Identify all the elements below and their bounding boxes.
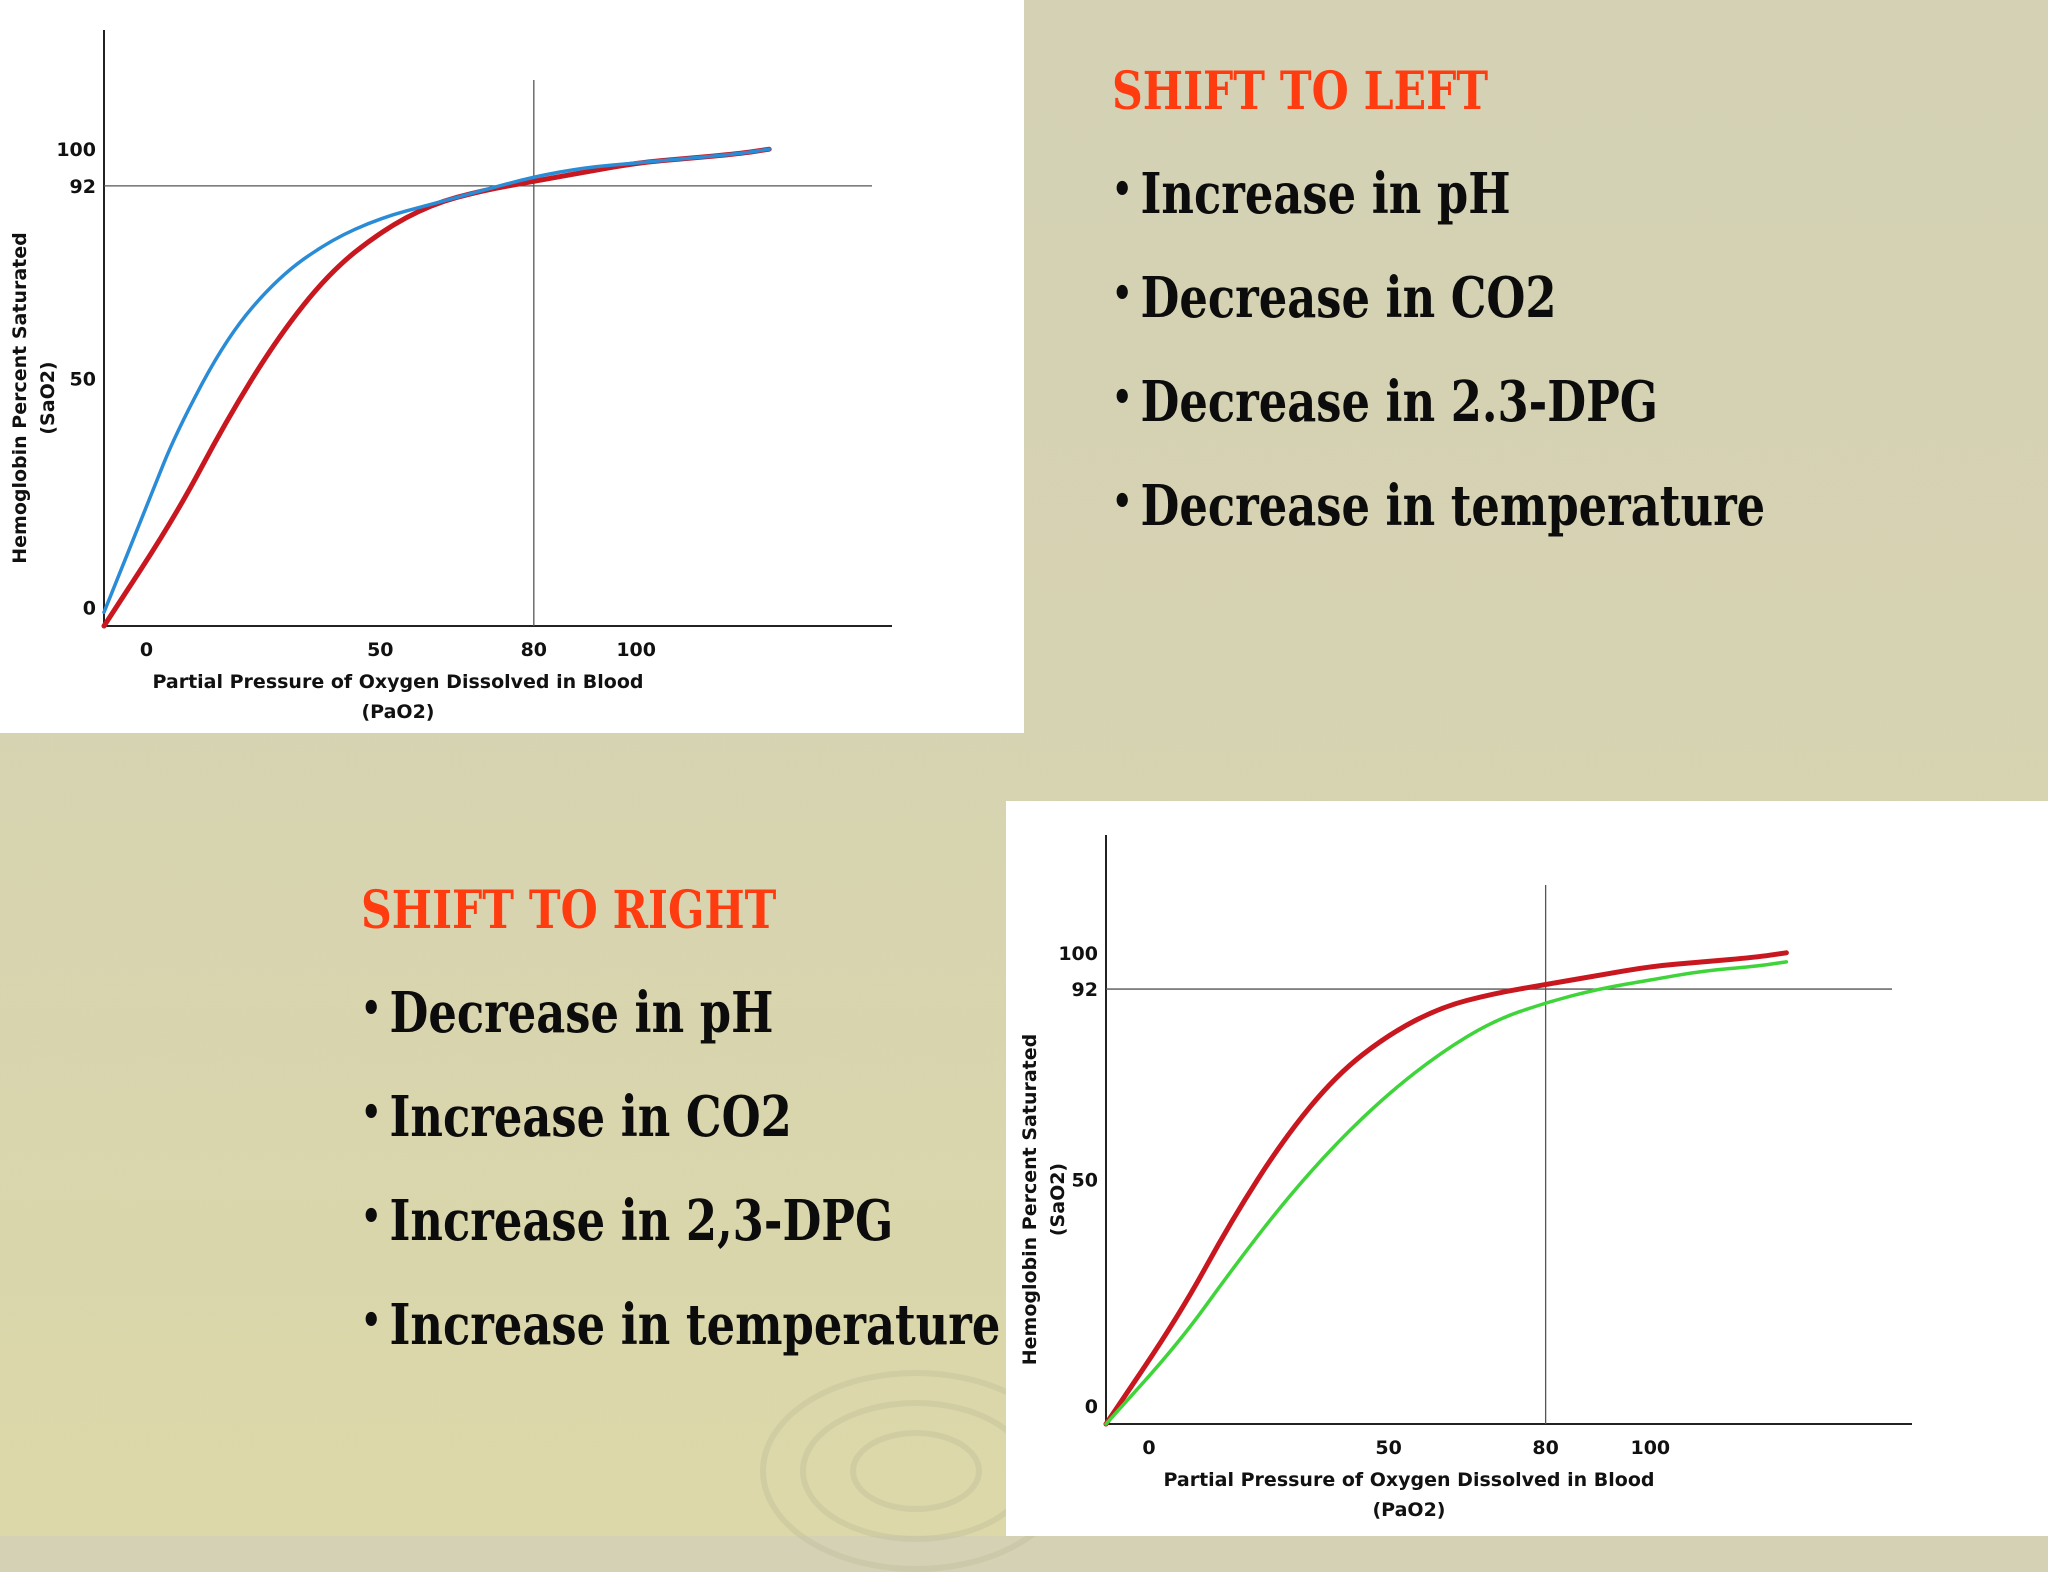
- shift-right-item: • Increase in temperature: [361, 1292, 1001, 1358]
- y-tick-label: 100: [1058, 943, 1098, 965]
- x-tick-label: 50: [1375, 1437, 1401, 1459]
- shift-left-item: • Decrease in 2.3-DPG: [1112, 369, 1659, 435]
- series-line-0: [1103, 950, 1789, 1427]
- x-axis-title: Partial Pressure of Oxygen Dissolved in …: [1163, 1469, 1654, 1491]
- x-tick-label: 0: [140, 639, 153, 661]
- oxygen-dissociation-chart-right: 0 50 80 100 0 50 92 100 Partial Pressure of Oxyg…: [1019, 835, 1912, 1521]
- y-tick-label: 100: [56, 139, 96, 161]
- y-axis-title: Hemoglobin Percent Saturated: [1019, 1034, 1041, 1366]
- shift-right-section: SHIFT TO RIGHT • Decrease in pH • Increase…: [361, 885, 1160, 1401]
- y-tick-label: 92: [70, 176, 96, 198]
- y-tick-label: 0: [1085, 1396, 1098, 1418]
- y-tick-label: 50: [1072, 1169, 1098, 1191]
- y-tick-label: 50: [70, 368, 96, 390]
- shift-left-section: SHIFT TO LEFT • Increase in pH • Decrease …: [1112, 66, 1928, 582]
- x-tick-label: 100: [1630, 1437, 1670, 1459]
- shift-left-item: • Increase in pH: [1112, 161, 1511, 227]
- series-line-1: [102, 147, 771, 614]
- chart-panel-shift-left: 0 50 80 100 0 50 92 100 Partial Pressure of Oxyg…: [0, 0, 1024, 733]
- x-tick-label: 80: [1532, 1437, 1558, 1459]
- y-axis-title: Hemoglobin Percent Saturated: [9, 232, 31, 564]
- shift-right-item: • Increase in 2,3-DPG: [361, 1188, 894, 1254]
- y-tick-label: 0: [83, 598, 96, 620]
- shift-left-item: • Decrease in CO2: [1112, 265, 1557, 331]
- shift-left-heading: SHIFT TO LEFT: [1112, 61, 1489, 122]
- x-axis-subtitle: (PaO2): [1373, 1499, 1446, 1521]
- shift-right-item: • Decrease in pH: [361, 980, 774, 1046]
- x-axis-subtitle: (PaO2): [362, 701, 435, 723]
- y-axis-subtitle: (SaO2): [37, 361, 59, 434]
- shift-right-heading: SHIFT TO RIGHT: [361, 880, 777, 941]
- shift-left-item: • Decrease in temperature: [1112, 473, 1766, 539]
- y-tick-label: 92: [1072, 979, 1098, 1001]
- chart-panel-shift-right: 0 50 80 100 0 50 92 100 Partial Pressure of Oxyg…: [1006, 801, 2048, 1536]
- x-tick-label: 0: [1142, 1437, 1155, 1459]
- shift-right-item: • Increase in CO2: [361, 1084, 792, 1150]
- series-line-0: [101, 146, 772, 629]
- x-axis-title: Partial Pressure of Oxygen Dissolved in …: [152, 671, 643, 693]
- x-tick-label: 80: [521, 639, 547, 661]
- y-axis-subtitle: (SaO2): [1047, 1163, 1069, 1236]
- x-tick-label: 50: [367, 639, 393, 661]
- x-tick-label: 100: [616, 639, 656, 661]
- oxygen-dissociation-chart-left: 0 50 80 100 0 50 92 100 Partial Pressure of Oxyg…: [9, 30, 892, 723]
- series-line-1: [1104, 960, 1789, 1426]
- ripple-decoration: [850, 1430, 982, 1512]
